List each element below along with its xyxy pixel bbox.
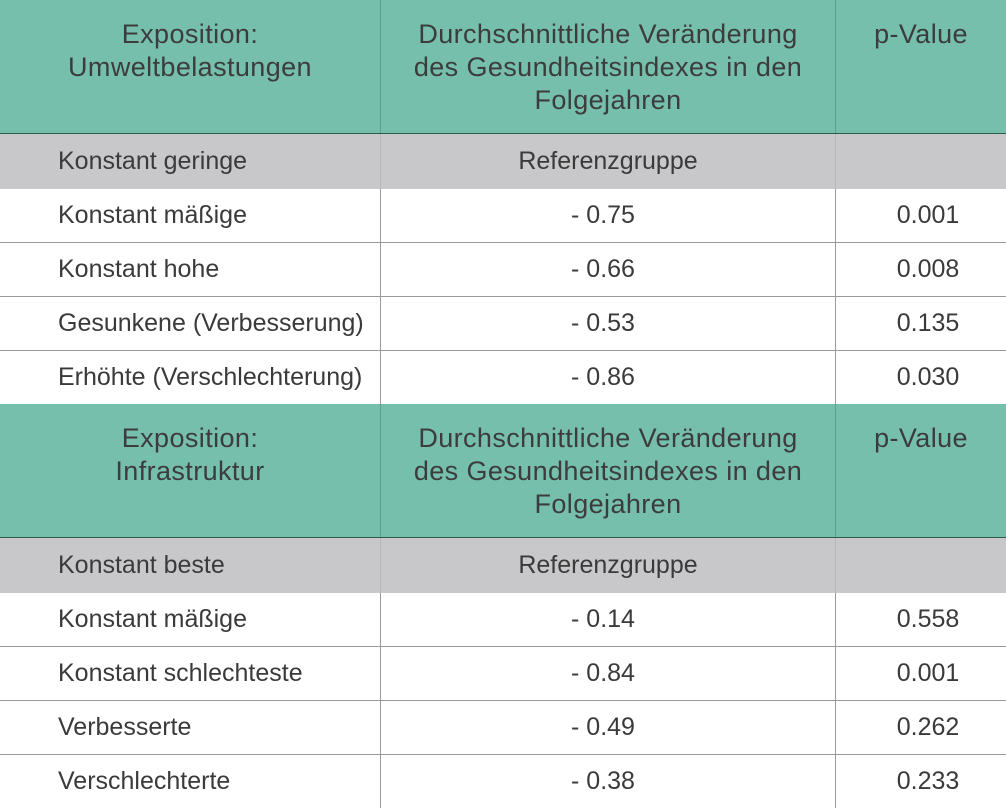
header-change-line3: Folgejahren [534, 489, 682, 519]
row-label: Erhöhte (Verschlechterung) [58, 363, 363, 391]
table-row: Verschlechterte - 0.38 0.233 [0, 755, 1006, 808]
header-p-value: p-Value [835, 404, 1006, 537]
header-change-line3: Folgejahren [534, 85, 682, 115]
header-exposition: Exposition: Infrastruktur [0, 404, 380, 537]
header-exposition-line2: Infrastruktur [115, 456, 265, 486]
header-change: Durchschnittliche Veränderung des Gesund… [380, 0, 835, 133]
row-p-value: 0.558 [835, 593, 1006, 646]
row-label: Konstant geringe [58, 147, 248, 175]
row-p-value [835, 134, 1006, 189]
reference-row: Konstant beste Referenzgruppe [0, 538, 1006, 593]
table-header: Exposition: Umweltbelastungen Durchschni… [0, 0, 1006, 134]
header-exposition: Exposition: Umweltbelastungen [0, 0, 380, 133]
table-row: Konstant schlechteste - 0.84 0.001 [0, 647, 1006, 701]
table-row: Konstant mäßige - 0.14 0.558 [0, 593, 1006, 647]
table-row: Gesunkene (Verbesserung) - 0.53 0.135 [0, 297, 1006, 351]
row-label: Konstant mäßige [58, 201, 247, 229]
header-exposition-line1: Exposition: [121, 19, 259, 49]
header-exposition-line2: Umweltbelastungen [68, 52, 312, 82]
row-label: Konstant hohe [58, 255, 220, 283]
row-value: - 0.49 [380, 701, 835, 754]
row-value: Referenzgruppe [380, 538, 835, 593]
table-row: Erhöhte (Verschlechterung) - 0.86 0.030 [0, 351, 1006, 404]
header-change: Durchschnittliche Veränderung des Gesund… [380, 404, 835, 537]
row-p-value [835, 538, 1006, 593]
row-value: - 0.14 [380, 593, 835, 646]
row-value: - 0.75 [380, 189, 835, 242]
row-label: Konstant beste [58, 551, 225, 579]
row-p-value: 0.135 [835, 297, 1006, 350]
row-value: - 0.66 [380, 243, 835, 296]
header-change-line2: des Gesundheitsindexes in den [413, 52, 803, 82]
row-label: Verschlechterte [58, 767, 231, 795]
row-p-value: 0.008 [835, 243, 1006, 296]
row-p-value: 0.001 [835, 647, 1006, 700]
row-label: Gesunkene (Verbesserung) [58, 309, 364, 337]
table-row: Verbesserte - 0.49 0.262 [0, 701, 1006, 755]
row-p-value: 0.030 [835, 351, 1006, 404]
header-exposition-line1: Exposition: [121, 423, 259, 453]
row-p-value: 0.001 [835, 189, 1006, 242]
row-label: Konstant schlechteste [58, 659, 303, 687]
row-value: - 0.53 [380, 297, 835, 350]
header-change-line1: Durchschnittliche Veränderung [418, 423, 798, 453]
header-p-value: p-Value [835, 0, 1006, 133]
table-row: Konstant mäßige - 0.75 0.001 [0, 189, 1006, 243]
section-umweltbelastungen: Exposition: Umweltbelastungen Durchschni… [0, 0, 1006, 404]
row-value: - 0.86 [380, 351, 835, 404]
row-value: - 0.38 [380, 755, 835, 808]
header-change-line1: Durchschnittliche Veränderung [418, 19, 798, 49]
row-label: Konstant mäßige [58, 605, 247, 633]
row-p-value: 0.262 [835, 701, 1006, 754]
row-value: - 0.84 [380, 647, 835, 700]
header-change-line2: des Gesundheitsindexes in den [413, 456, 803, 486]
row-p-value: 0.233 [835, 755, 1006, 808]
section-infrastruktur: Exposition: Infrastruktur Durchschnittli… [0, 404, 1006, 808]
reference-row: Konstant geringe Referenzgruppe [0, 134, 1006, 189]
table-row: Konstant hohe - 0.66 0.008 [0, 243, 1006, 297]
row-label: Verbesserte [58, 713, 192, 741]
row-value: Referenzgruppe [380, 134, 835, 189]
table-header: Exposition: Infrastruktur Durchschnittli… [0, 404, 1006, 538]
